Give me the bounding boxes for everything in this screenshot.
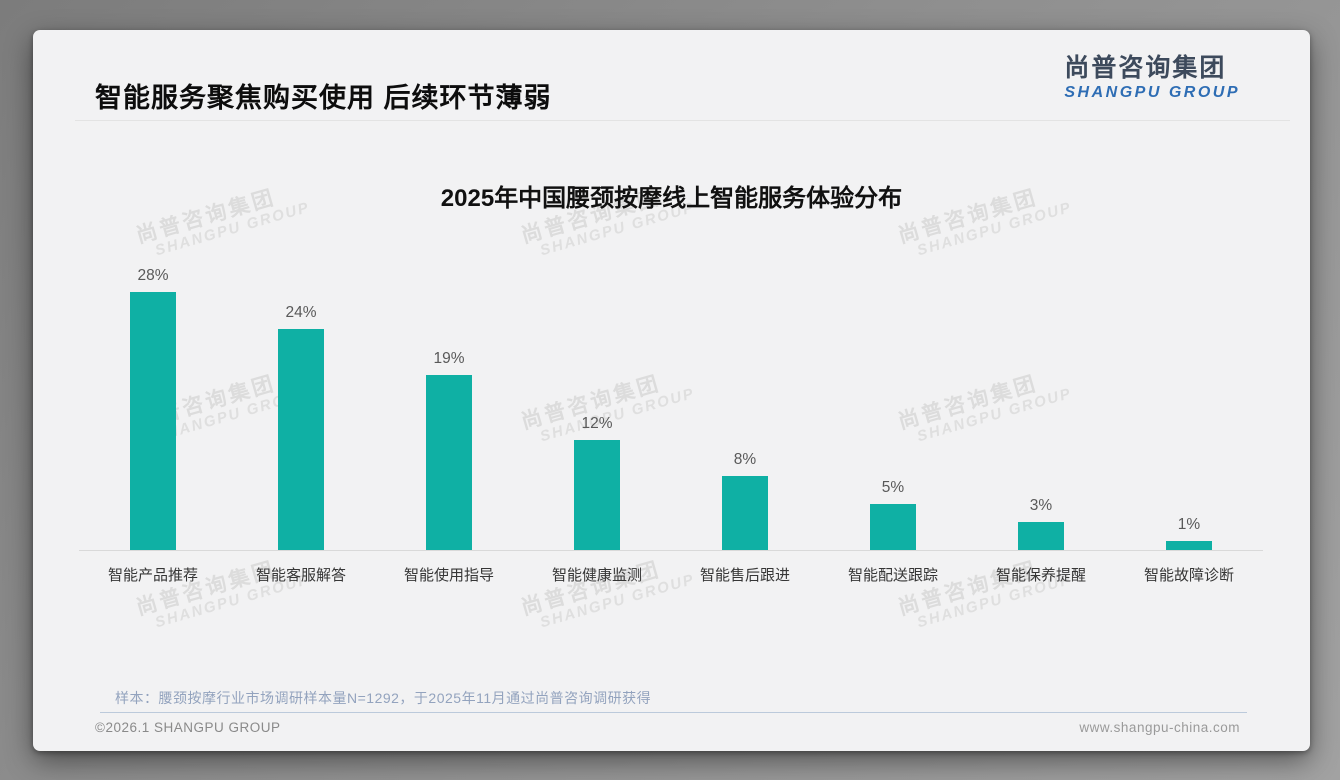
bar-value-label: 24% [285, 304, 317, 321]
bar-group: 5% [819, 252, 967, 550]
bar-value-label: 8% [733, 451, 757, 468]
bar-group: 19% [375, 252, 523, 550]
logo-english-text: SHANGPU GROUP [1064, 83, 1240, 101]
category-label: 智能故障诊断 [1143, 567, 1234, 584]
bar-group: 8% [671, 252, 819, 550]
bar [1166, 541, 1212, 550]
footer-divider [100, 712, 1247, 713]
watermark: 尚普咨询集团 SHANGPU GROUP [894, 545, 1074, 635]
bar-group: 28% [79, 252, 227, 550]
category-label: 智能产品推荐 [107, 567, 198, 584]
x-axis-line [79, 550, 1263, 551]
category-label: 智能配送跟踪 [847, 567, 938, 584]
category-label: 智能客服解答 [255, 567, 346, 584]
category-label: 智能使用指导 [403, 567, 494, 584]
footer-copyright: ©2026.1 SHANGPU GROUP [95, 720, 281, 735]
bar [1018, 522, 1064, 550]
chart-categories: 智能产品推荐 智能客服解答 智能使用指导 智能健康监测 智能售后跟进 智能配送跟踪 智能保养… [79, 564, 1263, 585]
header-divider [75, 120, 1290, 121]
bar-group: 1% [1115, 252, 1263, 550]
bar-value-label: 28% [137, 267, 169, 284]
bar [426, 375, 472, 550]
bar-group: 24% [227, 252, 375, 550]
sample-note: 样本：腰颈按摩行业市场调研样本量N=1292，于2025年11月通过尚普咨询调研… [115, 690, 652, 706]
logo-chinese-text: 尚普咨询集团 [1064, 54, 1227, 82]
bar [130, 292, 176, 550]
chart-title: 2025年中国腰颈按摩线上智能服务体验分布 [440, 185, 903, 212]
bar-value-label: 1% [1177, 516, 1201, 533]
bar [870, 504, 916, 550]
bar-group: 12% [523, 252, 671, 550]
bar-value-label: 19% [433, 350, 465, 367]
watermark: 尚普咨询集团 SHANGPU GROUP [132, 545, 312, 635]
bar [722, 476, 768, 550]
category-label: 智能保养提醒 [995, 567, 1086, 584]
bar-value-label: 3% [1029, 497, 1053, 514]
bar-group: 3% [967, 252, 1115, 550]
bar-value-label: 12% [581, 415, 613, 432]
chart-plot: 28% 24% 19% 12% 8% 5% 3% 1% [79, 252, 1263, 550]
bar [278, 329, 324, 550]
category-label: 智能健康监测 [551, 567, 642, 584]
category-label: 智能售后跟进 [699, 567, 790, 584]
bar [574, 440, 620, 550]
slide-card: 尚普咨询集团 SHANGPU GROUP 尚普咨询集团 SHANGPU GROUP 尚普… [33, 30, 1310, 751]
watermark: 尚普咨询集团 SHANGPU GROUP [517, 545, 697, 635]
footer-website: www.shangpu-china.com [1079, 720, 1240, 735]
slide-title: 智能服务聚焦购买使用 后续环节薄弱 [95, 83, 552, 113]
bar-value-label: 5% [881, 479, 905, 496]
company-logo: 尚普咨询集团 SHANGPU GROUP [1064, 54, 1240, 102]
